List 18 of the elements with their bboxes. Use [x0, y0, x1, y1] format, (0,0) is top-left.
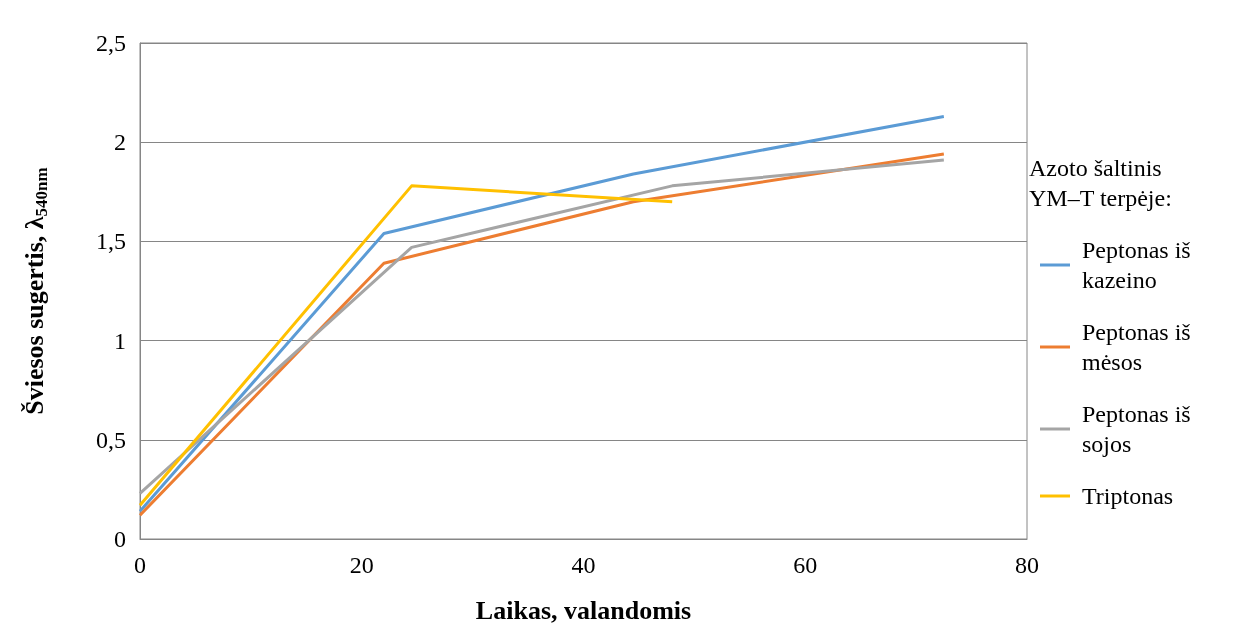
legend-label: Peptonas iš mėsos: [1082, 319, 1197, 375]
y-tick-label: 0: [114, 526, 126, 552]
legend-label: Peptonas iš kazeino: [1082, 237, 1197, 293]
legend-label: Triptonas: [1082, 483, 1174, 509]
y-tick-label: 1,5: [96, 228, 126, 255]
x-tick-label: 60: [793, 552, 818, 578]
y-tick-label: 2,5: [96, 30, 126, 56]
y-tick-label: 1: [114, 327, 126, 354]
legend-title: Azoto šaltinis YM–T terpėje:: [1029, 155, 1172, 211]
x-tick-label: 20: [349, 552, 374, 578]
legend-label: Peptonas iš sojos: [1082, 401, 1197, 457]
y-tick-label: 0,5: [96, 426, 126, 453]
x-tick-label: 40: [571, 552, 596, 578]
x-tick-label: 0: [134, 552, 146, 578]
y-axis-title: Šviesos sugertis, λ540nm: [20, 167, 51, 415]
y-tick-label: 2: [114, 129, 126, 156]
x-axis-title: Laikas, valandomis: [475, 595, 692, 625]
x-tick-label: 80: [1015, 552, 1039, 578]
